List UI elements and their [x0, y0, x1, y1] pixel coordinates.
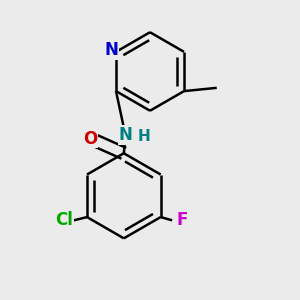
Text: F: F — [176, 211, 188, 229]
Text: H: H — [138, 129, 151, 144]
Text: N: N — [104, 41, 118, 59]
Text: N: N — [118, 126, 132, 144]
Text: Cl: Cl — [55, 211, 73, 229]
Text: O: O — [83, 130, 98, 148]
